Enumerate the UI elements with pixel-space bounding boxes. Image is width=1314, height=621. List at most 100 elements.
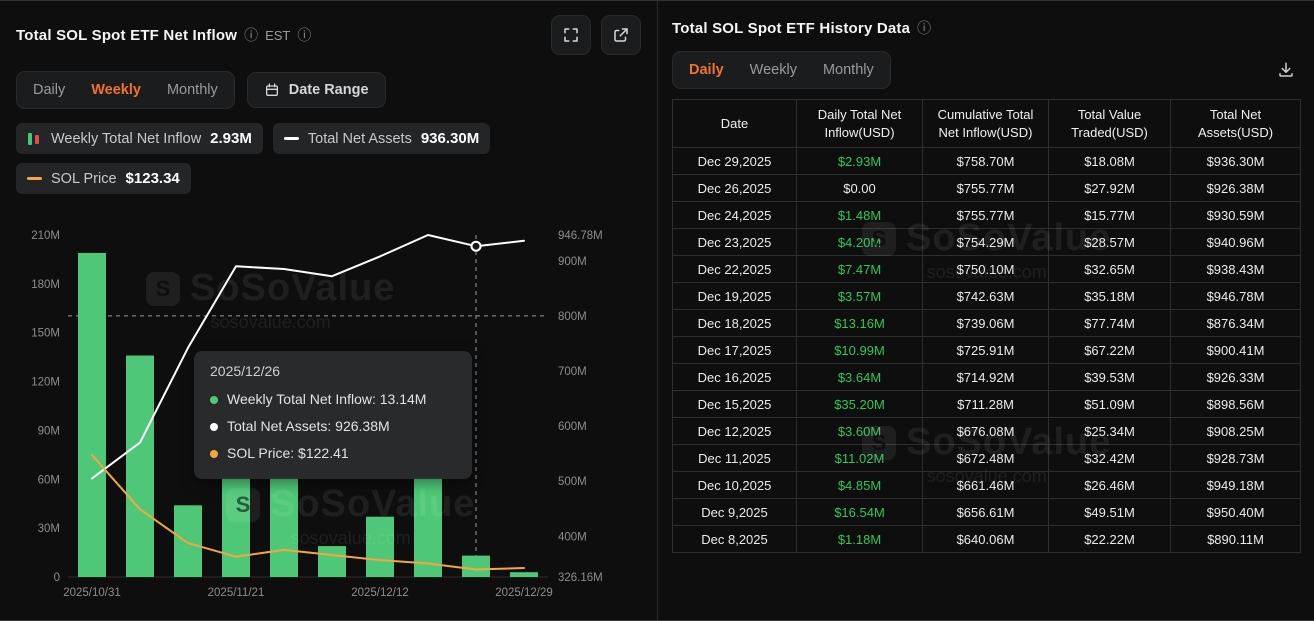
- svg-text:400M: 400M: [558, 531, 587, 543]
- share-button[interactable]: [601, 15, 641, 55]
- table-cell: $946.78M: [1170, 282, 1301, 311]
- svg-text:0: 0: [54, 572, 60, 584]
- legend-item-2[interactable]: SOL Price $123.34: [16, 163, 191, 194]
- info-icon[interactable]: ⓘ: [917, 20, 932, 36]
- table-row[interactable]: Dec 15,2025 $35.20M $711.28M $51.09M $898.56…: [672, 390, 1301, 419]
- fullscreen-icon: [564, 28, 578, 42]
- column-header[interactable]: Total Net Assets(USD): [1170, 98, 1301, 149]
- legend-label: Weekly Total Net Inflow: [51, 130, 202, 147]
- history-tab-monthly[interactable]: Monthly: [810, 55, 887, 85]
- table-row[interactable]: Dec 11,2025 $11.02M $672.48M $32.42M $928.73…: [672, 444, 1301, 473]
- column-header[interactable]: Daily Total Net Inflow(USD): [796, 98, 923, 149]
- history-tab-weekly[interactable]: Weekly: [737, 55, 810, 85]
- svg-text:2025/12/29: 2025/12/29: [495, 587, 553, 599]
- svg-text:60M: 60M: [38, 474, 60, 486]
- table-cell: $940.96M: [1170, 228, 1301, 257]
- download-icon: [1279, 62, 1293, 77]
- chart-tab-monthly[interactable]: Monthly: [154, 75, 231, 105]
- table-row[interactable]: Dec 10,2025 $4.85M $661.46M $26.46M $949.18M: [672, 471, 1301, 500]
- table-cell: $755.77M: [922, 174, 1049, 203]
- table-cell: Dec 16,2025: [672, 363, 797, 392]
- series-dot-icon: [210, 449, 218, 458]
- series-dot-icon: [210, 395, 218, 404]
- table-cell: $67.22M: [1048, 336, 1171, 365]
- table-cell: $672.48M: [922, 444, 1049, 473]
- table-cell: $77.74M: [1048, 309, 1171, 338]
- svg-text:600M: 600M: [558, 421, 587, 433]
- table-row[interactable]: Dec 29,2025 $2.93M $758.70M $18.08M $936.30M: [672, 147, 1301, 176]
- table-cell: $949.18M: [1170, 471, 1301, 500]
- table-row[interactable]: Dec 16,2025 $3.64M $714.92M $39.53M $926.33M: [672, 363, 1301, 392]
- chart-title: Total SOL Spot ETF Net Inflow: [16, 26, 238, 44]
- download-button[interactable]: [1271, 55, 1301, 85]
- inflow-chart: 0 30M 60M 90M 120M 150M 180M 210M 326.16M 400M 500…: [31, 230, 603, 599]
- table-cell: $4.20M: [796, 228, 923, 257]
- table-row[interactable]: Dec 18,2025 $13.16M $739.06M $77.74M $876.34…: [672, 309, 1301, 338]
- table-row[interactable]: Dec 9,2025 $16.54M $656.61M $49.51M $950.40M: [672, 498, 1301, 527]
- table-row[interactable]: Dec 24,2025 $1.48M $755.77M $15.77M $930.59M: [672, 201, 1301, 230]
- table-cell: $936.30M: [1170, 147, 1301, 176]
- timezone-label: EST: [265, 27, 291, 43]
- table-cell: $890.11M: [1170, 525, 1301, 554]
- table-cell: $27.92M: [1048, 174, 1171, 203]
- info-icon[interactable]: ⓘ: [244, 27, 259, 43]
- chart-period-tabs: Daily Weekly Monthly: [16, 71, 235, 109]
- share-icon: [614, 28, 628, 42]
- history-table: Date Daily Total Net Inflow(USD) Cumulativ…: [672, 98, 1301, 554]
- table-cell: $876.34M: [1170, 309, 1301, 338]
- table-cell: $3.60M: [796, 417, 923, 446]
- table-row[interactable]: Dec 8,2025 $1.18M $640.06M $22.22M $890.11M: [672, 525, 1301, 554]
- table-cell: $35.20M: [796, 390, 923, 419]
- candlestick-icon: [27, 132, 42, 146]
- chart-tooltip: 2025/12/26 Weekly Total Net Inflow: 13.1…: [194, 351, 472, 479]
- chart-legend: Weekly Total Net Inflow 2.93M Total Net As…: [16, 123, 641, 203]
- table-cell: $26.46M: [1048, 471, 1171, 500]
- table-cell: $676.08M: [922, 417, 1049, 446]
- table-row[interactable]: Dec 19,2025 $3.57M $742.63M $35.18M $946.78M: [672, 282, 1301, 311]
- table-cell: Dec 18,2025: [672, 309, 797, 338]
- legend-item-0[interactable]: Weekly Total Net Inflow 2.93M: [16, 123, 263, 154]
- table-row[interactable]: Dec 12,2025 $3.60M $676.08M $25.34M $908.25M: [672, 417, 1301, 446]
- history-title: Total SOL Spot ETF History Data: [672, 19, 911, 37]
- table-cell: $900.41M: [1170, 336, 1301, 365]
- tooltip-row: Weekly Total Net Inflow: 13.14M: [210, 386, 456, 413]
- table-cell: $928.73M: [1170, 444, 1301, 473]
- column-header[interactable]: Date: [672, 98, 797, 149]
- table-cell: $49.51M: [1048, 498, 1171, 527]
- table-cell: Dec 8,2025: [672, 525, 797, 554]
- table-cell: $4.85M: [796, 471, 923, 500]
- svg-text:150M: 150M: [31, 328, 60, 340]
- chart-tab-weekly[interactable]: Weekly: [78, 75, 154, 105]
- history-table-wrap: Date Daily Total Net Inflow(USD) Cumulativ…: [672, 98, 1301, 554]
- table-cell: $950.40M: [1170, 498, 1301, 527]
- table-cell: $1.48M: [796, 201, 923, 230]
- legend-value: 936.30M: [420, 130, 480, 147]
- table-cell: $908.25M: [1170, 417, 1301, 446]
- legend-item-1[interactable]: Total Net Assets 936.30M: [272, 123, 491, 154]
- svg-text:326.16M: 326.16M: [558, 572, 603, 584]
- tooltip-date: 2025/12/26: [210, 363, 281, 379]
- table-row[interactable]: Dec 23,2025 $4.20M $754.29M $28.57M $940.96M: [672, 228, 1301, 257]
- fullscreen-button[interactable]: [551, 15, 591, 55]
- table-cell: $926.33M: [1170, 363, 1301, 392]
- table-row[interactable]: Dec 26,2025 $0.00 $755.77M $27.92M $926.38M: [672, 174, 1301, 203]
- table-cell: Dec 9,2025: [672, 498, 797, 527]
- table-cell: $1.18M: [796, 525, 923, 554]
- column-header[interactable]: Total Value Traded(USD): [1048, 98, 1171, 149]
- table-cell: Dec 19,2025: [672, 282, 797, 311]
- table-cell: $16.54M: [796, 498, 923, 527]
- chart-tab-daily[interactable]: Daily: [20, 75, 78, 105]
- table-cell: $754.29M: [922, 228, 1049, 257]
- table-cell: $39.53M: [1048, 363, 1171, 392]
- info-icon[interactable]: ⓘ: [297, 27, 312, 43]
- table-row[interactable]: Dec 22,2025 $7.47M $750.10M $32.65M $938.43M: [672, 255, 1301, 284]
- table-cell: $32.42M: [1048, 444, 1171, 473]
- chart-area[interactable]: 0 30M 60M 90M 120M 150M 180M 210M 326.16M 400M 500…: [16, 223, 641, 603]
- table-cell: $32.65M: [1048, 255, 1171, 284]
- date-range-button[interactable]: Date Range: [246, 72, 386, 108]
- chart-panel: Total SOL Spot ETF Net Inflow ⓘ EST ⓘ Da…: [0, 1, 657, 620]
- column-header[interactable]: Cumulative Total Net Inflow(USD): [922, 98, 1049, 149]
- history-tab-daily[interactable]: Daily: [676, 55, 737, 85]
- table-row[interactable]: Dec 17,2025 $10.99M $725.91M $67.22M $900.41…: [672, 336, 1301, 365]
